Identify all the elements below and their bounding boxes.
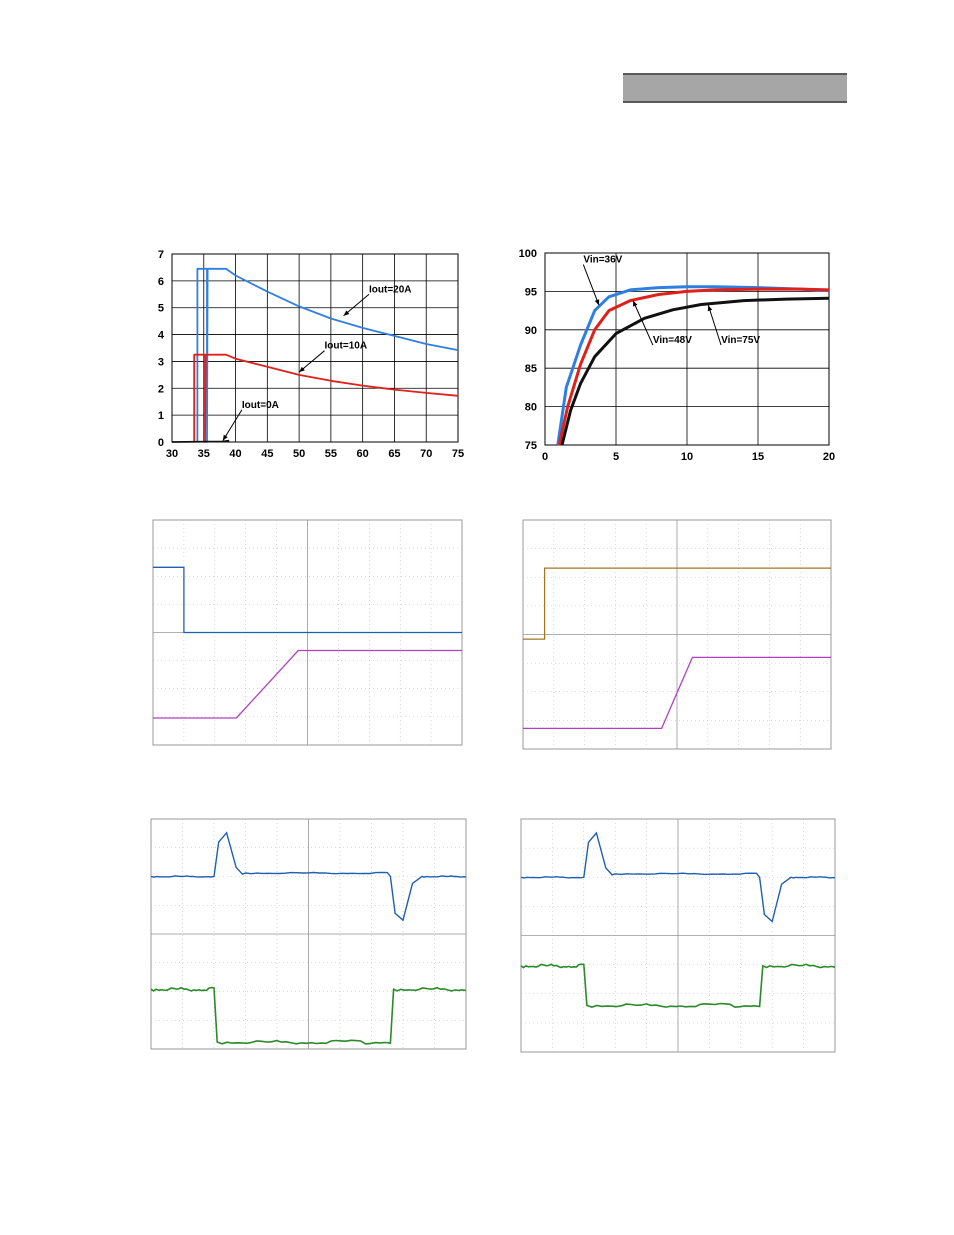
scope-trace-1 <box>150 831 467 922</box>
annotation-label: Vin=75V <box>721 335 760 346</box>
y-tick-label: 85 <box>525 363 537 375</box>
y-tick-label: 3 <box>158 356 164 368</box>
y-tick-label: 95 <box>525 286 537 298</box>
y-tick-label: 1 <box>158 410 164 422</box>
annotation-label: Vin=48V <box>653 335 692 346</box>
series-line-1 <box>556 285 830 446</box>
y-tick-label: 6 <box>158 276 164 288</box>
x-tick-label: 30 <box>166 448 178 460</box>
annotation-arrow <box>707 305 722 346</box>
annotation-label: Iout=20A <box>369 284 412 295</box>
scope-screenshot-2 <box>522 519 832 750</box>
scope-trace-2 <box>520 963 836 1009</box>
annotation-arrowhead <box>633 300 638 307</box>
scope-trace-2 <box>523 656 831 730</box>
plot-frame <box>171 253 459 443</box>
annotation-arrowhead <box>707 305 713 312</box>
y-tick-label: 5 <box>158 303 164 315</box>
scope-trace-1 <box>153 566 462 634</box>
x-tick-label: 10 <box>681 451 693 463</box>
x-tick-label: 0 <box>542 451 548 463</box>
x-tick-label: 60 <box>357 448 369 460</box>
annotation-arrowhead <box>343 310 350 316</box>
annotation-arrowhead <box>299 366 305 373</box>
y-tick-label: 2 <box>158 383 164 395</box>
annotation-arrow <box>632 300 654 346</box>
x-tick-label: 45 <box>261 448 273 460</box>
x-tick-label: 20 <box>823 451 835 463</box>
x-tick-label: 35 <box>198 448 210 460</box>
scope-screenshot-1 <box>152 519 463 746</box>
annotation-label: Iout=0A <box>242 400 279 411</box>
y-tick-label: 0 <box>158 437 164 449</box>
scope-screenshot-4 <box>520 818 836 1053</box>
annotation-arrow <box>298 350 325 373</box>
annotation-arrow <box>222 409 243 441</box>
x-tick-label: 75 <box>452 448 464 460</box>
scope-screenshot-3 <box>150 818 467 1050</box>
annotation-arrow <box>582 264 600 306</box>
series-line-2 <box>557 287 830 446</box>
chart-2: 0 5 10 15 20 75 80 85 90 95 100 Vin=36V Vin=48V Vin=7… <box>519 248 835 463</box>
y-tick-label: 7 <box>158 249 164 261</box>
y-tick-label: 80 <box>525 402 537 414</box>
chart-1: 30 35 40 45 50 55 60 65 70 7501234567Iout=20AIout… <box>158 249 464 460</box>
x-tick-label: 5 <box>613 451 619 463</box>
y-tick-label: 90 <box>525 325 537 337</box>
plot-frame <box>544 252 830 446</box>
series-line-3 <box>560 296 830 446</box>
annotation-label: Iout=10A <box>325 341 368 352</box>
annotation-arrow <box>343 293 370 317</box>
y-tick-label: 4 <box>158 330 165 342</box>
x-tick-label: 70 <box>420 448 432 460</box>
x-tick-label: 55 <box>325 448 337 460</box>
series-line-2 <box>193 353 459 443</box>
header-bar <box>623 73 847 103</box>
scope-trace-1 <box>523 567 831 640</box>
series-line-3 <box>171 439 230 443</box>
annotation-label: Vin=36V <box>583 255 622 266</box>
scope-trace-2 <box>150 986 467 1045</box>
y-tick-label: 100 <box>519 248 537 260</box>
x-tick-label: 50 <box>293 448 305 460</box>
y-tick-label: 75 <box>525 440 537 452</box>
annotation-arrowhead <box>594 299 600 306</box>
series-line-1 <box>196 267 459 443</box>
annotation-arrowhead <box>222 434 228 441</box>
x-tick-label: 15 <box>752 451 764 463</box>
scope-trace-1 <box>520 831 836 923</box>
x-tick-label: 40 <box>229 448 241 460</box>
x-tick-label: 65 <box>388 448 400 460</box>
scope-trace-2 <box>153 649 462 719</box>
